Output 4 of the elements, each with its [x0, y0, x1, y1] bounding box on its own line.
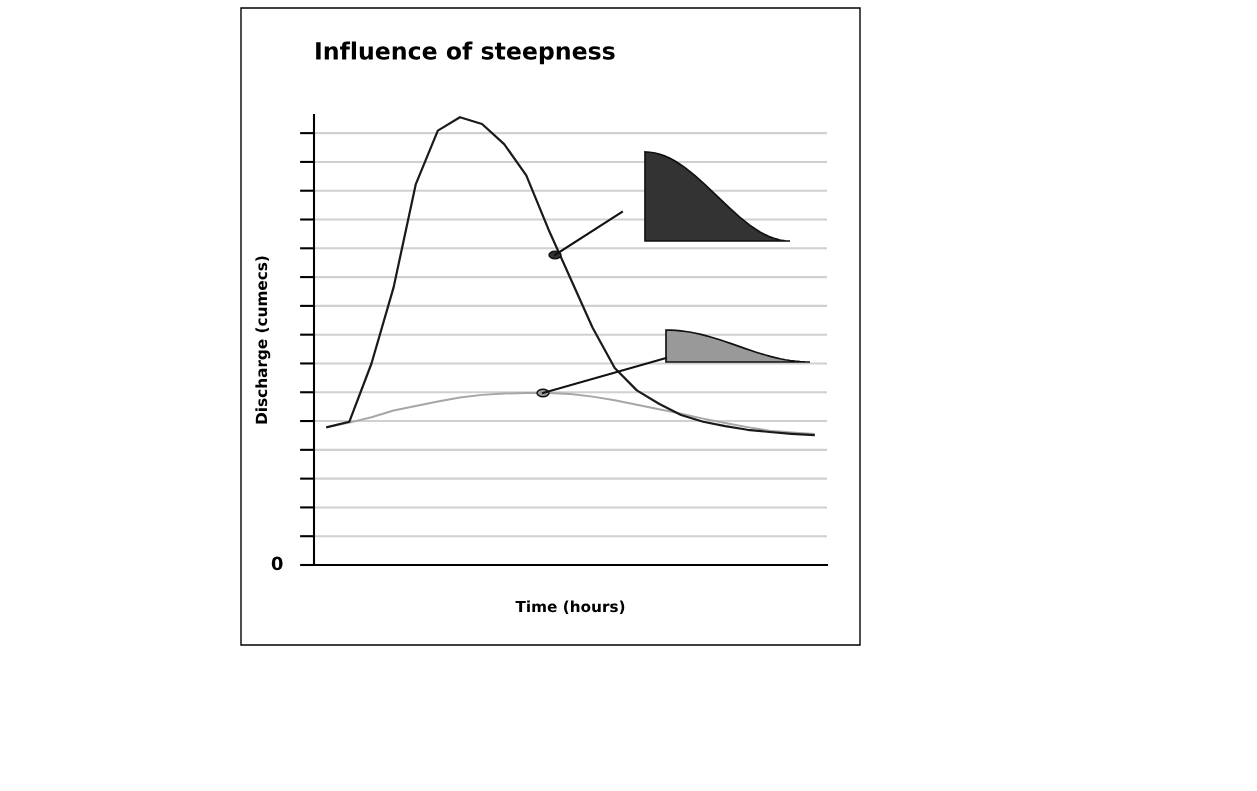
- x-axis-title: Time (hours): [515, 600, 625, 615]
- text: 0: [271, 556, 283, 571]
- y-axis-title: Discharge (cumecs): [255, 256, 271, 424]
- chart-title: Influence of steepness: [316, 41, 615, 65]
